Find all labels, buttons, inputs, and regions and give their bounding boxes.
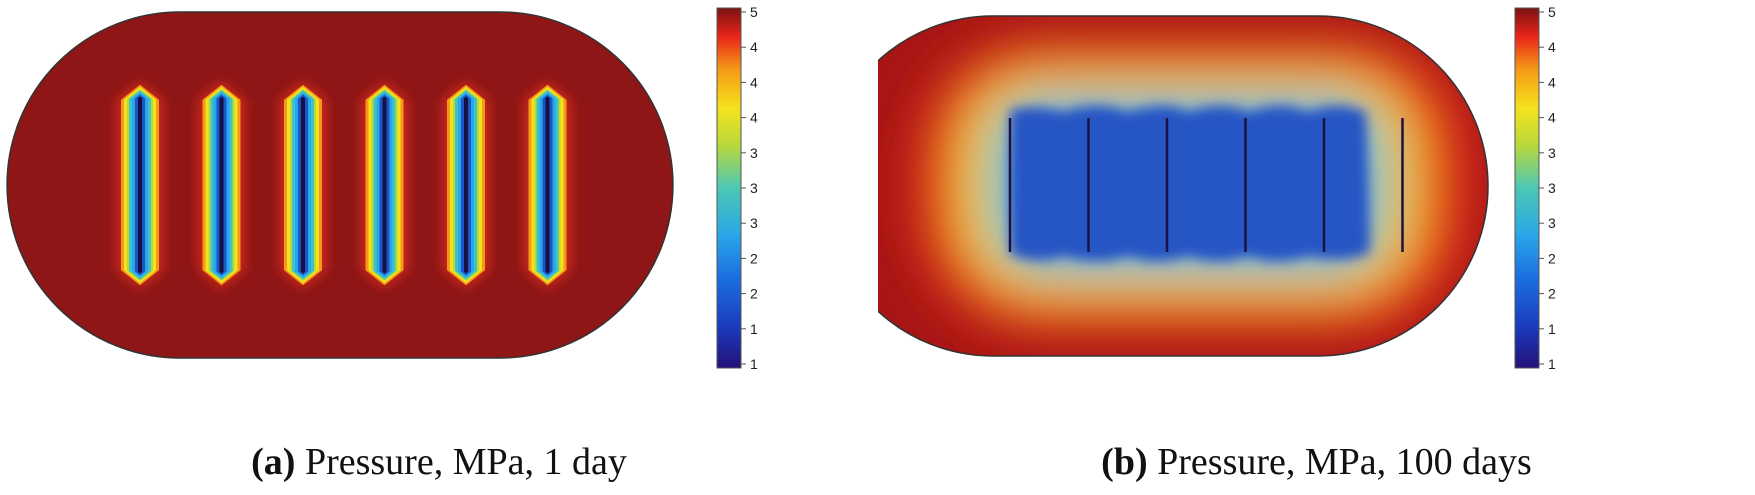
pressure-contour bbox=[138, 96, 142, 274]
colorbar-tick-label: 5 bbox=[1548, 4, 1556, 20]
colorbar-tick-label: 2 bbox=[750, 250, 758, 266]
reservoir-domain-b bbox=[822, 15, 1489, 357]
colorbar-tick-label: 3 bbox=[750, 180, 758, 196]
pressure-contour bbox=[464, 96, 468, 274]
panel-caption: (b) Pressure, MPa, 100 days bbox=[878, 440, 1755, 484]
colorbar-gradient bbox=[716, 7, 742, 369]
colorbar-tick-label: 3 bbox=[1548, 215, 1556, 231]
fracture-a-6 bbox=[524, 81, 571, 289]
panel-a: 5 4 4 4 3 3 3 2 2 1 1 (a) Pressure, MPa, 1 day bbox=[0, 4, 878, 484]
panel-caption-text: Pressure, MPa, 100 days bbox=[1157, 441, 1532, 483]
fracture-a-5 bbox=[443, 81, 489, 289]
colorbar-b: 5 4 4 4 3 3 3 2 2 1 1 bbox=[1514, 4, 1556, 372]
fracture-a-4 bbox=[361, 81, 408, 289]
colorbar-tick-label: 4 bbox=[750, 39, 758, 55]
colorbar-tick-label: 3 bbox=[750, 215, 758, 231]
panel-tag: (b) bbox=[1101, 441, 1148, 483]
pressure-contour bbox=[545, 96, 550, 274]
colorbar-a: 5 4 4 4 3 3 3 2 2 1 1 bbox=[716, 4, 758, 372]
colorbar-tick-label: 2 bbox=[1548, 250, 1556, 266]
colorbar-tick-label: 2 bbox=[1548, 286, 1556, 302]
fracture-a-2 bbox=[198, 81, 245, 289]
panel-b: 5 4 4 4 3 3 3 2 2 1 1 (b) Pressure, MPa, 100 days bbox=[822, 0, 1755, 495]
colorbar-gradient bbox=[1514, 7, 1540, 369]
colorbar-tick-label: 4 bbox=[750, 74, 758, 90]
colorbar-tick-label: 2 bbox=[750, 286, 758, 302]
colorbar-tick-label: 1 bbox=[750, 321, 758, 337]
pressure-contour bbox=[382, 96, 387, 274]
colorbar-tick-label: 1 bbox=[750, 356, 758, 372]
pressure-map-1-day: 5 4 4 4 3 3 3 2 2 1 1 bbox=[6, 4, 758, 372]
reservoir-domain-a bbox=[6, 11, 674, 359]
colorbar-ticks: 5 4 4 4 3 3 3 2 2 1 1 bbox=[1539, 4, 1556, 372]
fracture-a-3 bbox=[280, 81, 326, 289]
colorbar-tick-label: 4 bbox=[1548, 39, 1556, 55]
colorbar-tick-label: 1 bbox=[1548, 321, 1556, 337]
panel-caption-text: Pressure, MPa, 1 day bbox=[304, 441, 627, 483]
panel-caption: (a) Pressure, MPa, 1 day bbox=[0, 440, 878, 484]
pressure-map-100-days: 5 4 4 4 3 3 3 2 2 1 1 bbox=[822, 4, 1556, 372]
pressure-contour bbox=[219, 96, 224, 274]
colorbar-tick-label: 1 bbox=[1548, 356, 1556, 372]
colorbar-tick-label: 4 bbox=[1548, 74, 1556, 90]
colorbar-ticks: 5 4 4 4 3 3 3 2 2 1 1 bbox=[741, 4, 758, 372]
colorbar-tick-label: 3 bbox=[750, 145, 758, 161]
pressure-contour bbox=[301, 96, 305, 274]
colorbar-tick-label: 4 bbox=[750, 110, 758, 126]
fracture-a-1 bbox=[117, 81, 163, 289]
colorbar-tick-label: 4 bbox=[1548, 110, 1556, 126]
panel-tag: (a) bbox=[251, 441, 296, 483]
colorbar-tick-label: 3 bbox=[1548, 145, 1556, 161]
colorbar-tick-label: 3 bbox=[1548, 180, 1556, 196]
colorbar-tick-label: 5 bbox=[750, 4, 758, 20]
